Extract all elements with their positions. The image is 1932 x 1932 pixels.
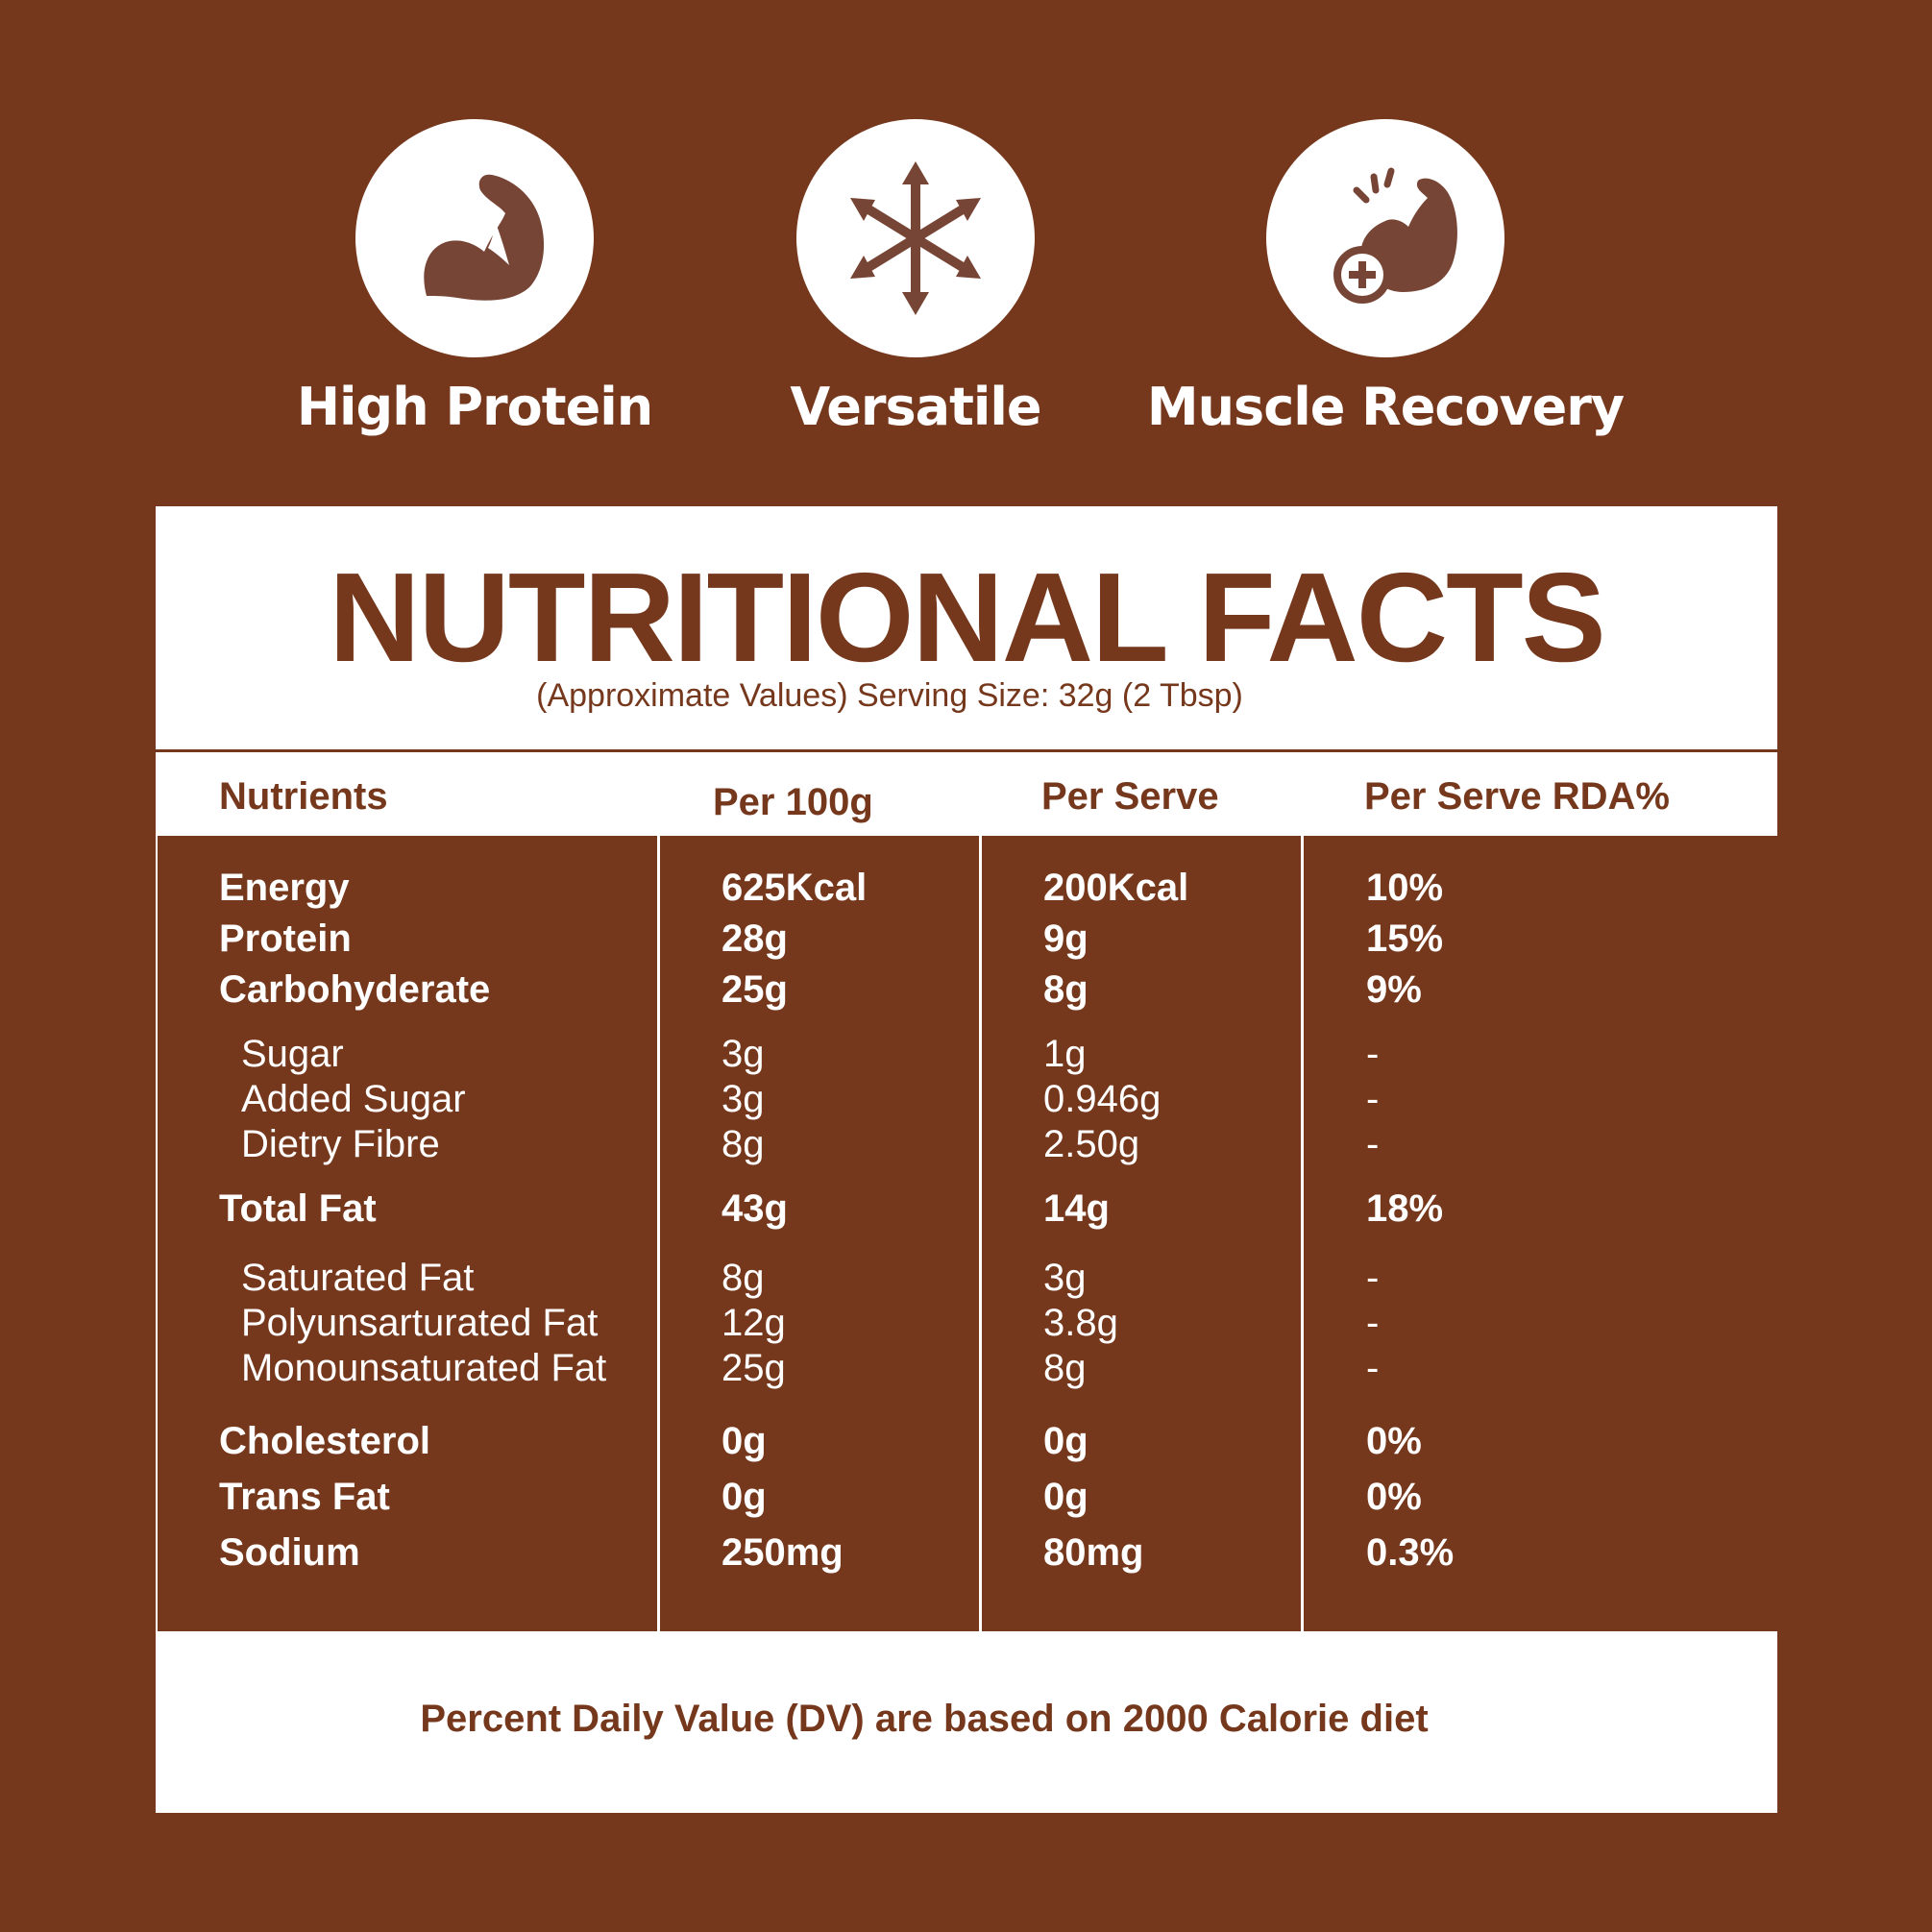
value-rda: -: [1366, 1302, 1380, 1344]
multi-direction-arrows-icon: [850, 161, 981, 315]
table-row: Trans Fat 0g 0g 0%: [158, 1476, 1777, 1524]
feature-muscle-recovery: Muscle Recovery: [1136, 0, 1635, 461]
value-rda: 0%: [1366, 1476, 1422, 1518]
value-per-100g: 25g: [721, 968, 788, 1011]
nutrition-panel: NUTRITIONAL FACTS (Approximate Values) S…: [156, 506, 1777, 1813]
value-rda: 0%: [1366, 1420, 1422, 1462]
column-divider: [657, 836, 660, 1631]
nutrient-name: Polyunsarturated Fat: [241, 1302, 599, 1344]
nutrient-name: Carbohyderate: [219, 968, 491, 1011]
value-per-100g: 3g: [721, 1078, 765, 1120]
value-per-serve: 8g: [1043, 968, 1088, 1011]
table-row: Energy 625Kcal 200Kcal 10%: [158, 867, 1777, 915]
value-rda: 15%: [1366, 917, 1444, 960]
value-per-serve: 1g: [1043, 1033, 1087, 1075]
table-row: Protein 28g 9g 15%: [158, 917, 1777, 966]
column-header-per-100g: Per 100g: [713, 781, 873, 823]
column-header-rda: Per Serve RDA%: [1364, 775, 1670, 818]
table-row: Carbohyderate 25g 8g 9%: [158, 968, 1777, 1016]
nutrient-name: Total Fat: [219, 1187, 377, 1230]
nutrient-name: Cholesterol: [219, 1420, 431, 1462]
value-per-serve: 2.50g: [1043, 1123, 1140, 1165]
nutrient-name: Saturated Fat: [241, 1257, 475, 1299]
value-per-100g: 3g: [721, 1033, 765, 1075]
table-row: Monounsaturated Fat 25g 8g -: [158, 1347, 1777, 1395]
table-row: Total Fat 43g 14g 18%: [158, 1187, 1777, 1235]
column-header-per-serve: Per Serve: [1041, 775, 1219, 818]
nutrition-table: Energy 625Kcal 200Kcal 10% Protein 28g 9g 15% Ca…: [158, 836, 1777, 1631]
value-per-serve: 3g: [1043, 1257, 1087, 1299]
value-per-serve: 0g: [1043, 1476, 1088, 1518]
dv-footnote: Percent Daily Value (DV) are based on 20…: [420, 1698, 1429, 1740]
value-per-100g: 43g: [721, 1187, 788, 1230]
value-rda: -: [1366, 1257, 1380, 1299]
value-rda: -: [1366, 1347, 1380, 1389]
value-per-100g: 12g: [721, 1302, 786, 1344]
feature-label: High Protein: [296, 377, 653, 437]
value-per-serve: 80mg: [1043, 1531, 1144, 1574]
feature-badge: [1266, 119, 1504, 357]
header-divider: [156, 749, 1777, 752]
table-row: Sugar 3g 1g -: [158, 1033, 1777, 1081]
value-rda: -: [1366, 1033, 1380, 1075]
nutrient-name: Protein: [219, 917, 352, 960]
table-row: Polyunsarturated Fat 12g 3.8g -: [158, 1302, 1777, 1350]
table-row: Sodium 250mg 80mg 0.3%: [158, 1531, 1777, 1579]
value-per-serve: 200Kcal: [1043, 867, 1189, 909]
feature-high-protein: High Protein: [225, 0, 724, 461]
nutrient-name: Monounsaturated Fat: [241, 1347, 607, 1389]
nutrient-name: Sodium: [219, 1531, 360, 1574]
value-rda: 10%: [1366, 867, 1444, 909]
feature-badge: [796, 119, 1035, 357]
column-divider: [1301, 836, 1304, 1631]
nutrient-name: Added Sugar: [241, 1078, 466, 1120]
column-header-nutrients: Nutrients: [219, 775, 388, 818]
column-divider: [979, 836, 982, 1631]
value-per-100g: 28g: [721, 917, 788, 960]
value-per-serve: 0.946g: [1043, 1078, 1162, 1120]
nutrient-name: Trans Fat: [219, 1476, 390, 1518]
table-row: Saturated Fat 8g 3g -: [158, 1257, 1777, 1305]
feature-label: Versatile: [790, 377, 1041, 437]
value-rda: -: [1366, 1123, 1380, 1165]
value-per-100g: 25g: [721, 1347, 786, 1389]
nutrient-name: Dietry Fibre: [241, 1123, 440, 1165]
value-per-100g: 0g: [721, 1476, 767, 1518]
value-rda: 9%: [1366, 968, 1422, 1011]
value-per-serve: 14g: [1043, 1187, 1110, 1230]
nutrient-name: Sugar: [241, 1033, 344, 1075]
feature-versatile: Versatile: [666, 0, 1165, 461]
value-per-100g: 8g: [721, 1123, 765, 1165]
muscle-recovery-icon: [1333, 167, 1457, 304]
panel-title: NUTRITIONAL FACTS: [329, 547, 1606, 688]
value-per-100g: 250mg: [721, 1531, 844, 1574]
nutrient-name: Energy: [219, 867, 350, 909]
table-row: Cholesterol 0g 0g 0%: [158, 1420, 1777, 1468]
value-per-serve: 0g: [1043, 1420, 1088, 1462]
value-rda: 0.3%: [1366, 1531, 1455, 1574]
value-per-100g: 625Kcal: [721, 867, 868, 909]
value-rda: -: [1366, 1078, 1380, 1120]
value-per-serve: 3.8g: [1043, 1302, 1118, 1344]
flexed-arm-icon: [424, 174, 545, 301]
value-rda: 18%: [1366, 1187, 1444, 1230]
value-per-100g: 8g: [721, 1257, 765, 1299]
value-per-serve: 9g: [1043, 917, 1088, 960]
feature-label: Muscle Recovery: [1146, 377, 1625, 437]
value-per-100g: 0g: [721, 1420, 767, 1462]
serving-size-note: (Approximate Values) Serving Size: 32g (…: [536, 677, 1243, 714]
feature-badge: [355, 119, 594, 357]
value-per-serve: 8g: [1043, 1347, 1087, 1389]
table-row: Added Sugar 3g 0.946g -: [158, 1078, 1777, 1126]
table-row: Dietry Fibre 8g 2.50g -: [158, 1123, 1777, 1171]
